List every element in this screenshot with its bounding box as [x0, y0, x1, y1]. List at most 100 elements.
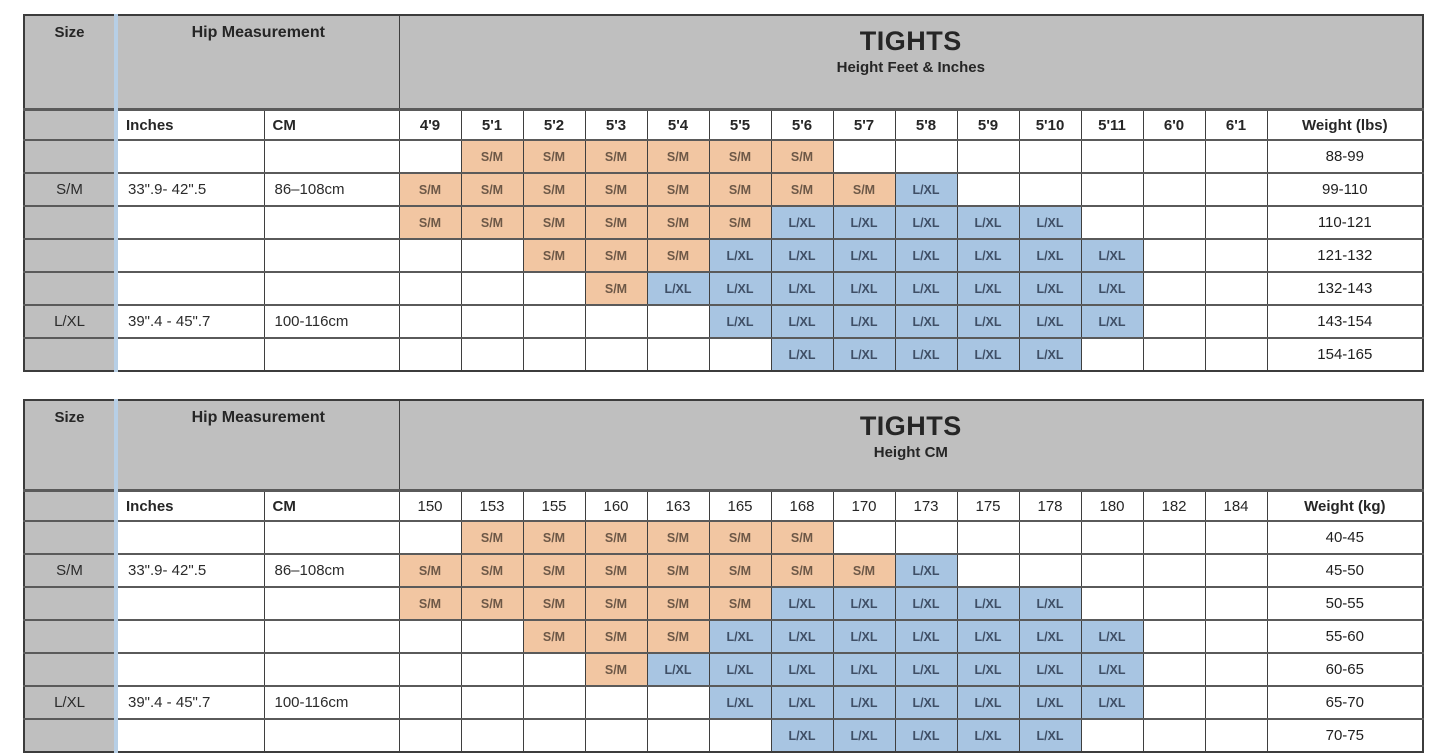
size-recommendation-cell: S/M	[770, 520, 834, 555]
size-recommendation-cell: L/XL	[956, 337, 1020, 372]
size-recommendation-cell	[522, 337, 586, 372]
hip-inches-cell	[115, 271, 265, 306]
size-recommendation-cell: S/M	[460, 172, 524, 207]
size-recommendation-cell	[646, 685, 710, 720]
size-recommendation-cell: L/XL	[1018, 685, 1082, 720]
size-recommendation-cell	[1080, 520, 1144, 555]
height-column-header: 5'9	[956, 108, 1020, 141]
size-recommendation-cell	[1142, 337, 1206, 372]
hip-inches-cell: 33".9- 42".5	[115, 172, 265, 207]
size-recommendation-cell: S/M	[522, 172, 586, 207]
size-recommendation-cell: S/M	[522, 238, 586, 273]
size-recommendation-cell	[584, 337, 648, 372]
size-recommendation-cell: L/XL	[1018, 718, 1082, 753]
size-recommendation-cell	[1018, 139, 1082, 174]
height-column-header: 6'0	[1142, 108, 1206, 141]
size-recommendation-cell	[1142, 619, 1206, 654]
table-row: S/M L/XL L/XL L/XL L/XL L/XL L/XL L/XL L/XL 132-1…	[23, 271, 1424, 306]
size-recommendation-cell	[522, 718, 586, 753]
height-column-header: 182	[1142, 489, 1206, 522]
size-recommendation-cell	[646, 337, 710, 372]
size-recommendation-cell	[1142, 172, 1206, 207]
height-column-header: 178	[1018, 489, 1082, 522]
size-recommendation-cell	[646, 304, 710, 339]
inches-header: Inches	[115, 108, 265, 141]
size-recommendation-cell	[460, 685, 524, 720]
size-recommendation-cell	[398, 304, 462, 339]
height-column-header: 165	[708, 489, 772, 522]
size-recommendation-cell: S/M	[460, 586, 524, 621]
hip-cm-cell	[263, 337, 400, 372]
weight-range-cell: 99-110	[1266, 172, 1424, 207]
imperial-subheader-row: Inches CM 4'9 5'1 5'2 5'3 5'4 5'5 5'6 5'7 5'8 5'9…	[23, 108, 1424, 141]
size-recommendation-cell: S/M	[646, 139, 710, 174]
size-recommendation-cell: S/M	[708, 586, 772, 621]
hip-inches-cell	[115, 619, 265, 654]
size-recommendation-cell	[398, 718, 462, 753]
size-recommendation-cell	[398, 337, 462, 372]
size-recommendation-cell	[1204, 238, 1268, 273]
size-recommendation-cell	[1142, 205, 1206, 240]
size-recommendation-cell: L/XL	[894, 619, 958, 654]
size-recommendation-cell: L/XL	[832, 304, 896, 339]
hip-inches-cell	[115, 652, 265, 687]
size-cell	[23, 718, 118, 753]
size-recommendation-cell: L/XL	[956, 238, 1020, 273]
size-recommendation-cell: L/XL	[956, 718, 1020, 753]
size-recommendation-cell	[1204, 205, 1268, 240]
weight-range-cell: 132-143	[1266, 271, 1424, 306]
size-recommendation-cell: L/XL	[894, 553, 958, 588]
height-column-header: 5'8	[894, 108, 958, 141]
size-recommendation-cell: S/M	[522, 619, 586, 654]
size-recommendation-cell	[1142, 520, 1206, 555]
table-row: S/M L/XL L/XL L/XL L/XL L/XL L/XL L/XL L/XL 60-65	[23, 652, 1424, 687]
weight-range-cell: 121-132	[1266, 238, 1424, 273]
weight-range-cell: 154-165	[1266, 337, 1424, 372]
table-row: L/XL L/XL L/XL L/XL L/XL 70-75	[23, 718, 1424, 753]
hip-cm-cell	[263, 271, 400, 306]
weight-range-cell: 45-50	[1266, 553, 1424, 588]
size-recommendation-cell	[398, 520, 462, 555]
size-recommendation-cell: L/XL	[1018, 205, 1082, 240]
size-recommendation-cell: L/XL	[1018, 238, 1082, 273]
size-recommendation-cell	[956, 520, 1020, 555]
table-row: S/M S/M S/M S/M S/M S/M L/XL L/XL L/XL L/XL L/XL 50…	[23, 586, 1424, 621]
size-recommendation-cell: L/XL	[1018, 619, 1082, 654]
size-recommendation-cell: L/XL	[708, 304, 772, 339]
size-recommendation-cell: S/M	[708, 520, 772, 555]
size-recommendation-cell: L/XL	[708, 238, 772, 273]
size-recommendation-cell: S/M	[398, 553, 462, 588]
hip-cm-cell	[263, 586, 400, 621]
size-recommendation-cell	[522, 685, 586, 720]
table-row: S/M S/M S/M L/XL L/XL L/XL L/XL L/XL L/XL L/XL 55-…	[23, 619, 1424, 654]
size-recommendation-cell	[460, 304, 524, 339]
weight-range-cell: 50-55	[1266, 586, 1424, 621]
table-row: L/XL 39".4 - 45".7 100-116cm L/XL L/XL L/XL L/…	[23, 685, 1424, 720]
size-recommendation-cell	[1204, 553, 1268, 588]
size-recommendation-cell: L/XL	[956, 586, 1020, 621]
size-recommendation-cell	[1204, 718, 1268, 753]
size-recommendation-cell: S/M	[708, 139, 772, 174]
metric-size-table: Size Hip Measurement TIGHTS Height CM In…	[23, 399, 1425, 753]
hip-inches-cell	[115, 718, 265, 753]
hip-cm-cell: 100-116cm	[263, 685, 400, 720]
size-cell: S/M	[23, 553, 118, 588]
size-recommendation-cell: S/M	[646, 205, 710, 240]
size-recommendation-cell	[1080, 553, 1144, 588]
size-cell: L/XL	[23, 304, 118, 339]
hip-inches-cell: 39".4 - 45".7	[115, 304, 265, 339]
height-column-header: 175	[956, 489, 1020, 522]
size-recommendation-cell: L/XL	[770, 304, 834, 339]
hip-inches-cell	[115, 238, 265, 273]
size-recommendation-cell: S/M	[646, 520, 710, 555]
size-recommendation-cell: S/M	[770, 172, 834, 207]
size-recommendation-cell	[398, 271, 462, 306]
size-recommendation-cell: S/M	[522, 205, 586, 240]
size-recommendation-cell: S/M	[522, 586, 586, 621]
hip-inches-cell: 39".4 - 45".7	[115, 685, 265, 720]
size-recommendation-cell: L/XL	[1018, 337, 1082, 372]
size-recommendation-cell: L/XL	[770, 205, 834, 240]
size-recommendation-cell	[1018, 553, 1082, 588]
size-recommendation-cell: S/M	[708, 172, 772, 207]
